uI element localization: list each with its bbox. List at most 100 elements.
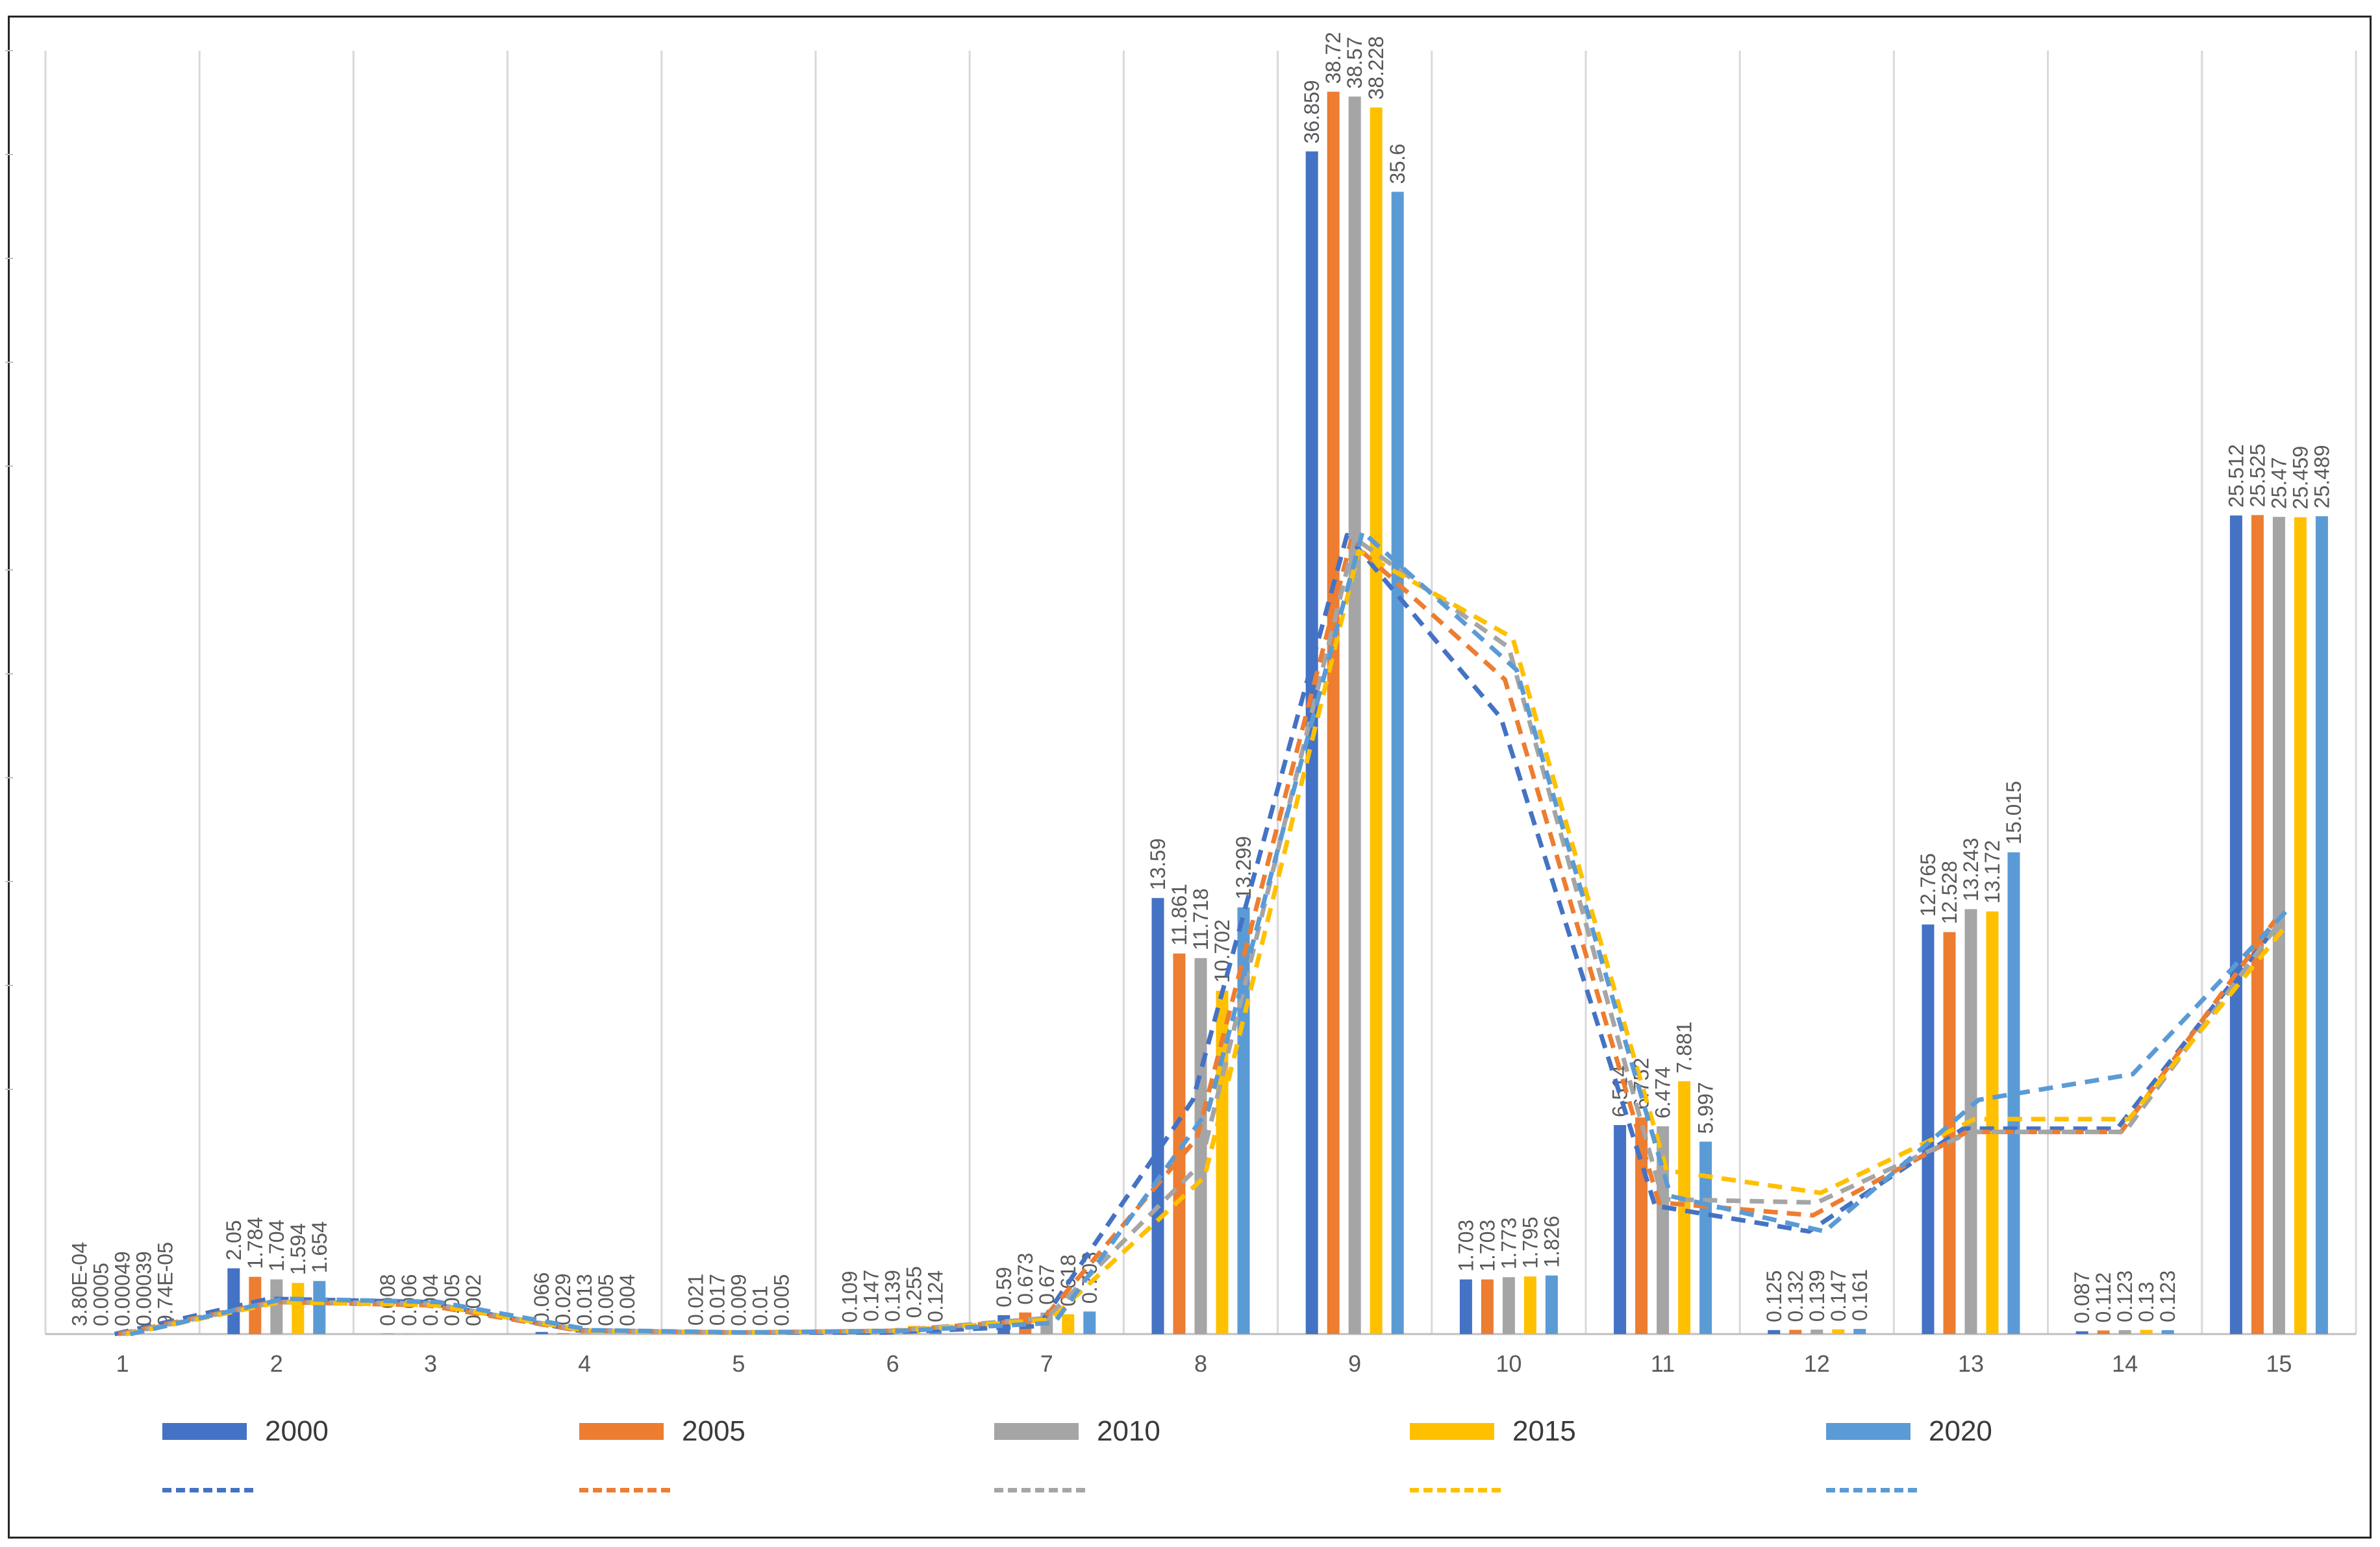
data-label: 0.005 <box>594 1274 618 1326</box>
data-label: 10.702 <box>1210 919 1234 983</box>
data-label: 0.59 <box>992 1267 1016 1307</box>
data-label: 0.066 <box>530 1272 553 1324</box>
data-label: 25.459 <box>2288 446 2312 510</box>
bar <box>2294 517 2307 1334</box>
data-label: 1.704 <box>265 1220 288 1272</box>
bar <box>1481 1279 1494 1334</box>
bar <box>1151 898 1164 1334</box>
x-tick-label: 9 <box>1348 1350 1361 1377</box>
bar <box>1810 1330 1823 1334</box>
data-label: 1.826 <box>1540 1216 1563 1268</box>
data-label: 11.861 <box>1168 884 1191 946</box>
bar <box>1853 1329 1866 1334</box>
data-label: 0.67 <box>1035 1265 1058 1305</box>
bar <box>1922 924 1935 1334</box>
x-tick-label: 4 <box>578 1350 591 1377</box>
bar <box>1523 1276 1536 1334</box>
data-label: 25.489 <box>2310 445 2333 508</box>
data-label: 36.859 <box>1300 80 1323 143</box>
bar <box>1237 907 1250 1334</box>
bar <box>2315 516 2328 1334</box>
x-tick-label: 12 <box>1804 1350 1830 1377</box>
data-label: 13.59 <box>1146 838 1170 890</box>
data-label: 1.703 <box>1454 1220 1477 1272</box>
data-label: 13.172 <box>1981 840 2004 904</box>
data-label: 0.13 <box>2135 1281 2158 1322</box>
bar <box>578 1333 591 1334</box>
x-tick-label: 3 <box>424 1350 437 1377</box>
trendline <box>129 529 2288 1337</box>
bar <box>313 1281 326 1334</box>
data-label: 0.124 <box>924 1270 947 1322</box>
bar <box>1502 1277 1515 1334</box>
bar <box>1768 1330 1781 1334</box>
data-label: 0.161 <box>1848 1269 1872 1321</box>
x-tick-label: 7 <box>1040 1350 1053 1377</box>
data-label: 11.718 <box>1189 888 1212 950</box>
data-label: 1.594 <box>286 1223 310 1275</box>
bar <box>1614 1125 1627 1334</box>
data-label: 25.47 <box>2267 457 2290 509</box>
data-label: 0.002 <box>462 1274 485 1326</box>
data-label: 0.123 <box>2156 1270 2179 1322</box>
bar <box>2272 517 2285 1334</box>
data-label: 0.017 <box>705 1274 729 1326</box>
bar <box>2007 852 2020 1334</box>
data-label: 5.997 <box>1694 1082 1718 1134</box>
data-label: 0.021 <box>684 1274 707 1326</box>
data-label: 12.765 <box>1916 853 1940 917</box>
data-label: 0.00049 <box>111 1251 134 1326</box>
data-label: 1.703 <box>1475 1220 1499 1272</box>
data-label: 0.01 <box>748 1285 771 1326</box>
data-label: 25.525 <box>2246 444 2269 508</box>
data-label: 6.474 <box>1651 1067 1675 1119</box>
bar <box>2140 1330 2153 1334</box>
data-label: 15.015 <box>2002 781 2025 845</box>
x-tick-label: 11 <box>1651 1350 1675 1377</box>
bar <box>292 1283 305 1334</box>
x-tick-label: 15 <box>2266 1350 2292 1377</box>
data-label: 1.784 <box>244 1217 267 1269</box>
bar <box>1986 911 1999 1334</box>
x-tick-label: 10 <box>1496 1350 1522 1377</box>
data-label: 0.147 <box>860 1270 883 1322</box>
bar <box>1545 1275 1558 1334</box>
data-label: 9.74E-05 <box>154 1242 177 1326</box>
bar <box>1194 958 1207 1334</box>
chart-frame <box>8 16 2372 1539</box>
data-label: 1.795 <box>1518 1217 1542 1269</box>
x-tick-label: 5 <box>732 1350 745 1377</box>
bar <box>1083 1311 1096 1334</box>
data-label: 0.112 <box>2092 1272 2115 1323</box>
bar <box>1789 1330 1802 1334</box>
bar <box>1699 1141 1712 1334</box>
bar <box>270 1279 283 1334</box>
bar <box>1305 151 1318 1335</box>
bar <box>2075 1331 2088 1334</box>
x-tick-label: 1 <box>116 1350 129 1377</box>
bar <box>1370 107 1383 1335</box>
data-label: 0.029 <box>551 1273 575 1325</box>
bar <box>535 1331 548 1334</box>
x-tick-label: 13 <box>1958 1350 1984 1377</box>
bar <box>557 1333 570 1334</box>
bar <box>2161 1330 2174 1334</box>
bar <box>1327 92 1340 1334</box>
data-label: 0.009 <box>727 1274 750 1326</box>
data-label: 38.228 <box>1364 36 1388 100</box>
data-label: 0.139 <box>881 1270 905 1322</box>
x-tick-label: 6 <box>886 1350 899 1377</box>
data-label: 7.881 <box>1673 1021 1696 1073</box>
data-label: 0.004 <box>616 1274 639 1326</box>
data-label: 3.80E-04 <box>68 1242 92 1326</box>
data-label: 0.147 <box>1827 1270 1850 1322</box>
data-label: 0.109 <box>838 1271 862 1323</box>
data-label: 0.087 <box>2070 1272 2094 1324</box>
data-label: 0.005 <box>770 1274 793 1326</box>
data-label: 0.013 <box>573 1274 596 1326</box>
bar <box>2118 1330 2131 1334</box>
data-label: 0.132 <box>1784 1270 1807 1322</box>
data-label: 0.255 <box>903 1266 926 1318</box>
data-label: 12.528 <box>1938 861 1961 924</box>
